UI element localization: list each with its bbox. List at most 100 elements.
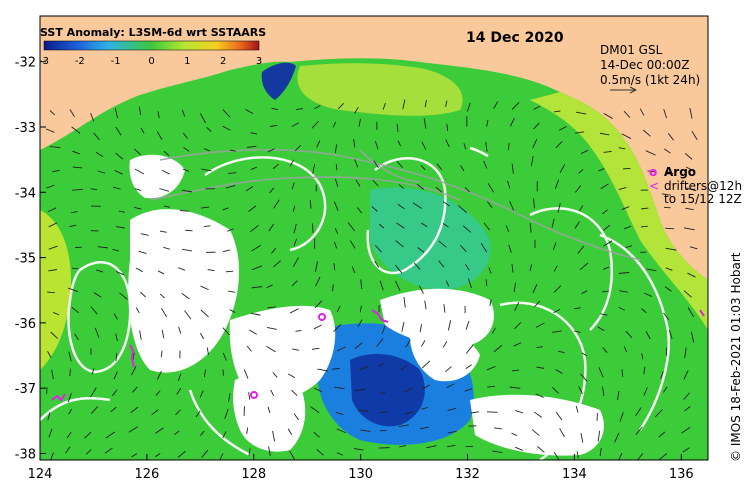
current-vector <box>333 263 336 271</box>
current-vector <box>200 309 209 318</box>
current-vector <box>635 407 642 416</box>
current-vector <box>175 409 181 416</box>
current-vector <box>374 244 382 253</box>
current-vector <box>554 179 559 190</box>
current-vector <box>139 330 142 340</box>
current-vector <box>135 267 144 273</box>
current-vector <box>334 178 339 187</box>
current-vector <box>200 113 206 124</box>
current-vector <box>222 352 227 361</box>
current-vector <box>664 286 672 292</box>
current-vector <box>663 312 670 321</box>
current-vector <box>71 306 80 314</box>
current-vector <box>460 245 467 252</box>
current-vector <box>90 405 99 415</box>
current-vector <box>47 350 52 358</box>
current-vector <box>154 453 161 458</box>
current-vector <box>507 180 511 189</box>
current-vector <box>93 292 102 298</box>
current-vector <box>382 102 386 110</box>
current-vector <box>373 160 379 169</box>
current-vector <box>445 100 448 107</box>
current-vector <box>379 280 384 291</box>
current-vector <box>134 188 142 192</box>
current-vector <box>115 152 124 160</box>
current-vector <box>514 322 522 330</box>
current-vector <box>110 406 117 413</box>
current-vector <box>347 222 356 232</box>
current-vector <box>156 131 163 141</box>
drifter-marker <box>699 309 705 317</box>
current-vector <box>317 368 329 372</box>
current-vector <box>553 265 558 272</box>
current-vector <box>250 166 258 170</box>
current-vector <box>47 207 57 213</box>
current-vector <box>47 291 55 294</box>
current-vector <box>134 207 142 210</box>
current-vector <box>113 313 118 320</box>
current-vector <box>487 183 495 193</box>
current-vector <box>443 304 446 313</box>
current-vector <box>446 383 455 388</box>
current-vector <box>67 287 78 293</box>
cold-patch-north <box>261 62 296 100</box>
current-vector <box>378 362 384 367</box>
current-vector <box>644 292 653 297</box>
current-vector <box>271 107 279 111</box>
current-vector <box>111 389 118 397</box>
current-vector <box>381 325 386 334</box>
current-vector <box>48 428 53 438</box>
current-vector <box>661 193 672 196</box>
current-vector <box>128 426 139 433</box>
current-vector <box>641 207 649 210</box>
current-vector <box>90 306 98 315</box>
current-vector <box>293 257 299 267</box>
current-vector <box>396 160 403 169</box>
current-vector <box>159 188 170 192</box>
current-vector <box>464 187 470 193</box>
current-vector <box>580 432 584 443</box>
current-vector <box>334 144 338 154</box>
current-vector <box>493 101 499 109</box>
current-vector <box>69 368 71 377</box>
current-vector <box>574 330 581 333</box>
current-vector <box>95 269 104 273</box>
current-vector <box>336 452 344 456</box>
current-vector <box>665 247 677 251</box>
current-vector <box>357 319 363 328</box>
current-vector <box>514 301 520 311</box>
current-vector <box>639 108 645 116</box>
current-vector <box>687 307 694 318</box>
current-vector <box>405 411 414 415</box>
current-vectors <box>45 99 698 460</box>
current-vector <box>268 223 275 232</box>
current-vector <box>50 452 54 460</box>
current-vector <box>559 164 566 174</box>
current-vector <box>287 428 293 436</box>
current-vector <box>683 392 690 400</box>
current-vector <box>289 450 296 460</box>
current-vector <box>267 148 275 153</box>
current-vector <box>331 284 334 292</box>
current-vector <box>311 223 314 234</box>
current-vector <box>272 372 278 378</box>
current-vector <box>513 342 522 347</box>
current-vector <box>222 207 229 211</box>
drifter-legend-period: to 15/12 12Z <box>664 192 742 206</box>
ssh-contours <box>40 146 670 460</box>
current-vector <box>116 226 126 229</box>
current-vector <box>399 445 407 448</box>
current-vector <box>114 170 123 175</box>
current-vector <box>314 105 321 110</box>
current-vector <box>134 168 145 175</box>
map-frame <box>39 15 709 461</box>
current-vector <box>71 126 81 134</box>
current-vector <box>360 429 371 432</box>
current-vector <box>575 185 582 193</box>
current-vector <box>266 345 276 353</box>
current-vector <box>378 447 390 449</box>
current-vector <box>69 224 77 228</box>
current-vector <box>46 387 48 394</box>
lat-tick-label: -37 <box>15 382 36 397</box>
current-vector <box>176 387 182 395</box>
